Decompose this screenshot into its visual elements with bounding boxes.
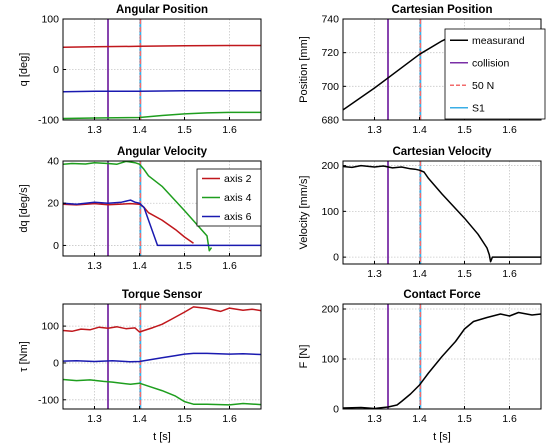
contact-force-ylabel: F [N] (298, 345, 310, 369)
cartesian-velocity-panel: 1.3 1.4 1.5 1.6 0 100 200 Cartesian Velocity Vel… (298, 146, 542, 280)
angular-velocity-line-axis-2 (63, 202, 194, 244)
cartesian-position-ylabel: Position [mm] (298, 36, 310, 103)
torque-sensor-series-group (63, 306, 261, 406)
torque-sensor-xtick-label-0: 1.3 (87, 413, 102, 425)
angular-velocity-legend-label-2: axis 6 (224, 211, 252, 223)
contact-force-xtick-label-2: 1.5 (457, 413, 472, 425)
cartesian-position-ytick-label-0: 680 (321, 115, 339, 127)
angular-velocity-ylabel: dq [deg/s] (18, 184, 30, 232)
angular-velocity-line-axis-6 (63, 199, 261, 247)
cartesian-position-legend-label-3: S1 (472, 102, 485, 114)
angular-position-line-axis-6 (63, 89, 261, 93)
contact-force-xtick-label-0: 1.3 (367, 413, 382, 425)
cartesian-velocity-ylabel: Velocity [mm/s] (298, 176, 310, 250)
angular-velocity-legend-label-0: axis 2 (224, 173, 252, 185)
angular-velocity-xtick-label-0: 1.3 (87, 260, 102, 272)
angular-velocity-xtick-label-2: 1.5 (177, 260, 192, 272)
contact-force-title: Contact Force (403, 289, 480, 301)
torque-sensor-frame (62, 303, 262, 410)
torque-sensor-ylabel: τ [Nm] (18, 341, 30, 372)
cartesian-position-legend-label-0: measurand (472, 35, 525, 47)
angular-velocity-ytick-label-0: 0 (53, 240, 59, 252)
cartesian-velocity-ytick-label-1: 100 (321, 206, 339, 218)
cartesian-velocity-xtick-label-1: 1.4 (412, 268, 427, 280)
angular-position-xtick-label-1: 1.4 (132, 124, 147, 136)
torque-sensor-title: Torque Sensor (122, 289, 203, 301)
angular-position-ytick-label-0: -100 (38, 115, 59, 127)
angular-position-ytick-label-2: 100 (41, 14, 59, 26)
angular-position-xtick-label-2: 1.5 (177, 124, 192, 136)
contact-force-frame (342, 303, 542, 410)
angular-position-line-axis-2 (63, 44, 261, 49)
cartesian-position-xtick-label-0: 1.3 (367, 124, 382, 136)
torque-sensor-ytick-label-0: -100 (38, 394, 59, 406)
cartesian-position-ytick-label-2: 720 (321, 47, 339, 59)
cartesian-velocity-xtick-label-3: 1.6 (502, 268, 517, 280)
cartesian-position-xtick-label-2: 1.5 (457, 124, 472, 136)
cartesian-velocity-series-group (343, 164, 541, 263)
contact-force-series-group (343, 311, 541, 409)
torque-sensor-line-axis-6 (63, 352, 261, 363)
angular-position-xtick-label-0: 1.3 (87, 124, 102, 136)
angular-velocity-ytick-label-1: 20 (47, 198, 59, 210)
cartesian-velocity-ytick-label-0: 0 (333, 252, 339, 264)
angular-position-line-axis-4 (63, 111, 261, 120)
angular-position-panel: 1.3 1.4 1.5 1.6 -100 0 100 Angular Position q [d… (18, 4, 262, 136)
angular-velocity-xtick-label-1: 1.4 (132, 260, 147, 272)
angular-position-ytick-label-1: 0 (53, 64, 59, 76)
angular-velocity-line-axis-4 (63, 161, 213, 252)
contact-force-ytick-label-1: 100 (321, 354, 339, 366)
torque-sensor-xtick-label-1: 1.4 (132, 413, 147, 425)
angular-velocity-legend-label-1: axis 4 (224, 192, 252, 204)
contact-force-xlabel: t [s] (433, 431, 451, 443)
torque-sensor-line-axis-2 (63, 306, 261, 333)
torque-sensor-line-axis-4 (63, 378, 261, 406)
angular-position-title: Angular Position (116, 4, 208, 16)
contact-force-ytick-label-2: 200 (321, 304, 339, 316)
cartesian-position-title: Cartesian Position (392, 4, 493, 16)
angular-velocity-ytick-label-2: 40 (47, 156, 59, 168)
torque-sensor-xlabel: t [s] (153, 431, 171, 443)
contact-force-panel: 1.3 1.4 1.5 1.6 0 100 200 Contact Force F [N] t [… (298, 289, 542, 443)
cartesian-position-legend-box (444, 28, 546, 120)
cartesian-position-legend: measurand collision 50 N S1 (444, 28, 546, 120)
cartesian-position-panel: 1.3 1.4 1.5 1.6 680 700 720 740 Cartesian Positi… (298, 4, 546, 136)
angular-position-series-group (63, 44, 261, 120)
cartesian-velocity-line-measurand (343, 164, 541, 263)
torque-sensor-xtick-label-3: 1.6 (222, 413, 237, 425)
cartesian-position-xtick-label-1: 1.4 (412, 124, 427, 136)
contact-force-xtick-label-1: 1.4 (412, 413, 427, 425)
torque-sensor-plot-area (63, 304, 261, 409)
angular-velocity-legend: axis 2 axis 4 axis 6 (196, 168, 262, 227)
angular-velocity-xtick-label-3: 1.6 (222, 260, 237, 272)
cartesian-position-legend-label-2: 50 N (472, 80, 494, 92)
angular-position-ylabel: q [deg] (18, 53, 30, 87)
cartesian-position-ytick-label-3: 740 (321, 14, 339, 26)
angular-velocity-title: Angular Velocity (117, 146, 208, 158)
contact-force-line-measurand (343, 311, 541, 409)
torque-sensor-xtick-label-2: 1.5 (177, 413, 192, 425)
cartesian-velocity-title: Cartesian Velocity (392, 146, 492, 158)
torque-sensor-ytick-label-1: 0 (53, 357, 59, 369)
cartesian-velocity-plot-area (343, 161, 541, 264)
cartesian-velocity-xtick-label-2: 1.5 (457, 268, 472, 280)
cartesian-velocity-ytick-label-2: 200 (321, 160, 339, 172)
angular-velocity-series-group (63, 161, 261, 252)
cartesian-position-ytick-label-1: 700 (321, 81, 339, 93)
cartesian-position-xtick-label-3: 1.6 (502, 124, 517, 136)
cartesian-position-legend-label-1: collision (472, 57, 510, 69)
torque-sensor-ytick-label-2: 100 (41, 321, 59, 333)
angular-velocity-panel: 1.3 1.4 1.5 1.6 0 20 40 Angular Velocity dq [deg… (18, 146, 262, 272)
contact-force-ytick-label-0: 0 (333, 404, 339, 416)
angular-position-xtick-label-3: 1.6 (222, 124, 237, 136)
contact-force-xtick-label-3: 1.6 (502, 413, 517, 425)
cartesian-velocity-frame (342, 160, 542, 265)
cartesian-velocity-xtick-label-0: 1.3 (367, 268, 382, 280)
torque-sensor-panel: 1.3 1.4 1.5 1.6 -100 0 100 Torque Sensor τ [Nm] t… (18, 289, 262, 443)
